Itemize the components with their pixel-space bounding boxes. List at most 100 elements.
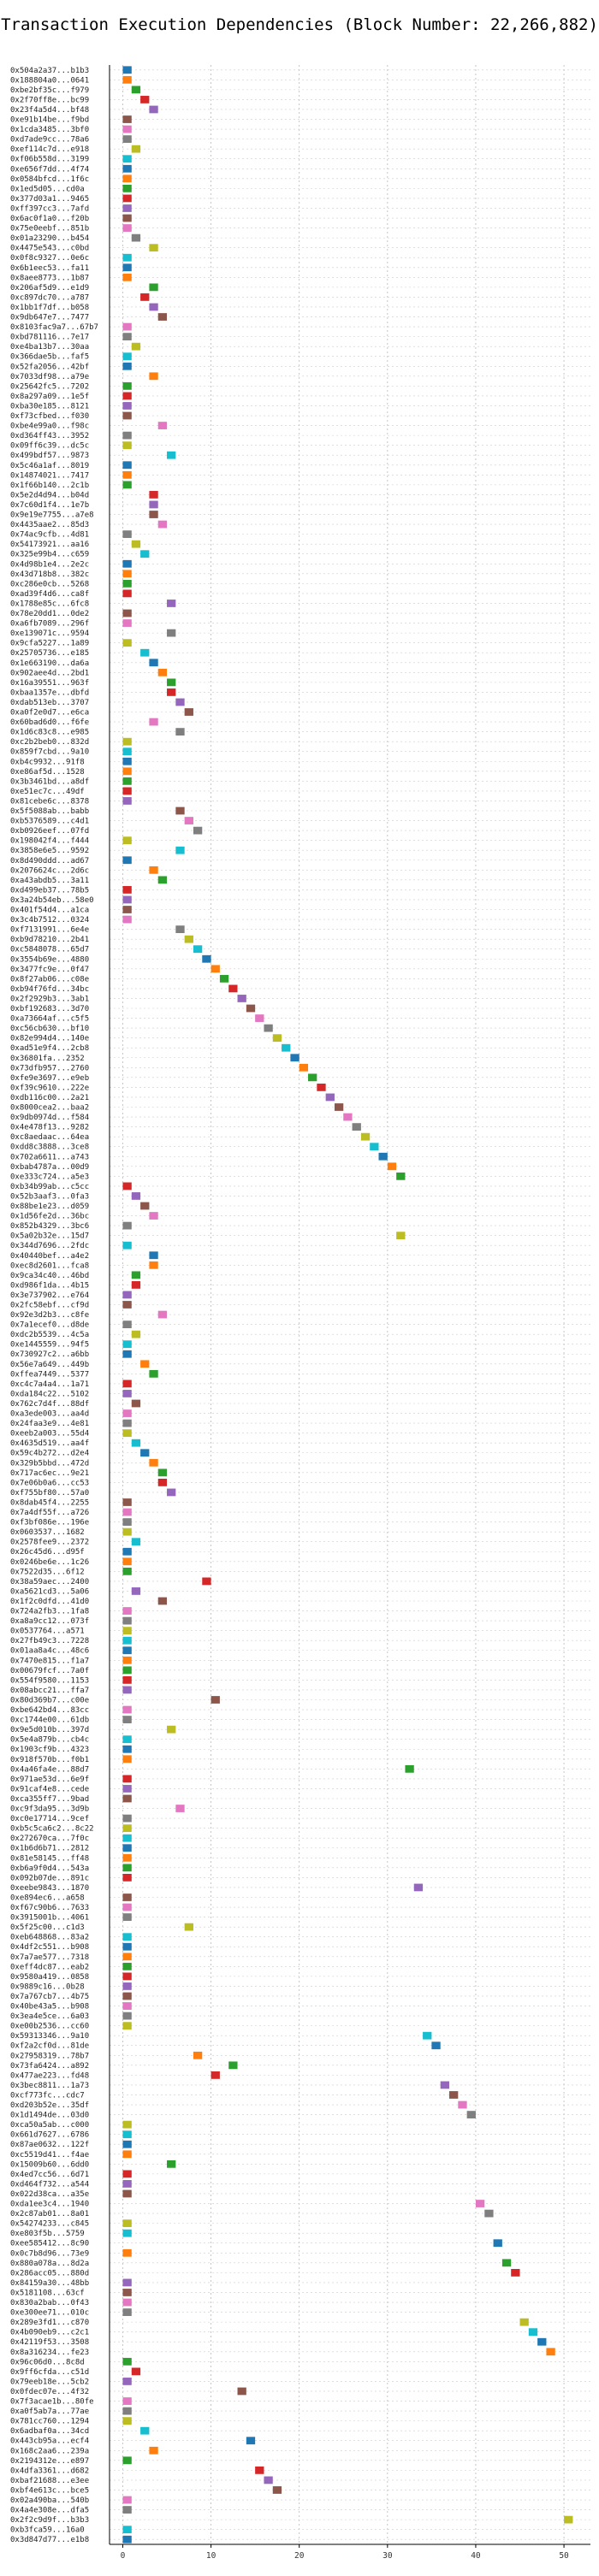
tx-bar [122, 1301, 132, 1309]
tx-label: 0x59c4b272...d2e4 [10, 1450, 89, 1458]
tx-label: 0x7e06b0a6...cc53 [10, 1479, 89, 1487]
tx-bar [122, 1676, 132, 1684]
tx-label: 0xad51e9f4...2cb8 [10, 1044, 89, 1053]
tx-label: 0xfe9e3697...e9eb [10, 1074, 89, 1083]
tx-bar [131, 1587, 141, 1595]
tx-label: 0xa8a9cc12...073f [10, 1617, 89, 1626]
tx-bar [122, 1656, 132, 1664]
tx-label: 0xd464f732...a544 [10, 2180, 89, 2189]
tx-label: 0xb34b99ab...c5cc [10, 1183, 89, 1191]
tx-bar [122, 1627, 132, 1635]
tx-bar [484, 2209, 494, 2218]
tx-label: 0x2194312e...e897 [10, 2457, 89, 2466]
tx-label: 0x198042f4...f444 [10, 837, 89, 846]
tx-bar [122, 164, 132, 173]
tx-label: 0x1e663190...da6a [10, 659, 89, 668]
tx-bar [167, 1488, 176, 1497]
tx-bar [564, 2515, 573, 2524]
tx-label: 0x2076624c...2d6c [10, 866, 89, 875]
tx-label: 0x8f27ab06...c08e [10, 975, 89, 984]
tx-label: 0x1d1494de...03d0 [10, 2112, 89, 2120]
tx-label: 0xc5519d41...f4ae [10, 2151, 89, 2159]
tx-bar [122, 639, 132, 647]
tx-bar [122, 1636, 132, 1645]
tx-bar [167, 2159, 176, 2168]
tx-label: 0xda1ee3c4...1940 [10, 2201, 89, 2209]
tx-label: 0xf7131991...6e4e [10, 926, 89, 935]
tx-label: 0x81cebe6c...8378 [10, 797, 89, 806]
tx-label: 0x022d38ca...a35e [10, 2190, 89, 2199]
x-tick-label: 40 [471, 2551, 481, 2561]
tx-label: 0xb9d78210...2b41 [10, 936, 89, 944]
tx-label: 0x26c45d6...d95f [10, 1548, 85, 1557]
tx-bar [211, 2071, 220, 2079]
tx-bar [122, 2278, 132, 2287]
tx-label: 0x40440bef...a4e2 [10, 1252, 89, 1261]
tx-bar [122, 2248, 132, 2257]
tx-bar [149, 1458, 158, 1467]
tx-bar [149, 491, 158, 499]
tx-label: 0x08abcc21...ffa7 [10, 1687, 89, 1695]
tx-label: 0xca355ff7...9bad [10, 1795, 89, 1804]
tx-label: 0x0c7b8d96...73e9 [10, 2249, 89, 2258]
tx-bar [122, 333, 132, 341]
tx-bar [211, 965, 220, 973]
tx-bar [122, 559, 132, 568]
tx-bar [370, 1143, 379, 1151]
tx-label: 0x4df2c551...b908 [10, 1943, 89, 1952]
tx-bar [122, 737, 132, 746]
tx-label: 0xbe2bf35c...f979 [10, 86, 89, 95]
tx-label: 0x1788e85c...6fc8 [10, 600, 89, 608]
tx-label: 0xe86af5d...1528 [10, 768, 85, 777]
tx-label: 0x554f9580...1153 [10, 1676, 89, 1685]
tx-label: 0x7470e815...f1a7 [10, 1657, 89, 1665]
tx-label: 0x377d03a1...9465 [10, 195, 89, 204]
tx-bar [122, 1666, 132, 1675]
tx-label: 0x9cfa5227...1a89 [10, 640, 89, 648]
tx-label: 0x9db647e7...7477 [10, 314, 89, 322]
tx-bar [396, 1232, 406, 1240]
tx-label: 0xffea7449...5377 [10, 1370, 89, 1379]
tx-label: 0x8d490ddd...ad67 [10, 857, 89, 866]
tx-bar [167, 688, 176, 696]
tx-bar [122, 1607, 132, 1615]
tx-bar [175, 1805, 185, 1812]
tx-bar [122, 1547, 132, 1556]
tx-bar [122, 155, 132, 163]
tx-label: 0x0603537...1682 [10, 1528, 85, 1537]
tx-label: 0x4dfa3361...d682 [10, 2467, 89, 2475]
tx-label: 0x9889c16...0b28 [10, 1982, 85, 1991]
tx-bar [466, 2111, 476, 2118]
tx-bar [122, 2535, 132, 2544]
tx-label: 0xa5621cd3...5a06 [10, 1587, 89, 1596]
tx-bar [131, 233, 141, 242]
x-tick-label: 0 [121, 2551, 126, 2561]
tx-bar [122, 1705, 132, 1714]
tx-bar [167, 629, 176, 637]
tx-label: 0x1cda3485...3bf0 [10, 126, 89, 134]
tx-bar [122, 2180, 132, 2188]
tx-bar [122, 1824, 132, 1833]
tx-label: 0x2f70ff8e...bc99 [10, 96, 89, 104]
tx-label: 0xa6fb7089...296f [10, 620, 89, 629]
tx-label: 0xc1744e00...61db [10, 1716, 89, 1725]
tx-label: 0x3ea4e5ce...6a03 [10, 2012, 89, 2021]
tx-bar [122, 2170, 132, 2178]
tx-bar [387, 1162, 397, 1171]
tx-bar [122, 135, 132, 144]
tx-label: 0xbd781116...7e17 [10, 334, 89, 342]
tx-label: 0x02a490ba...540b [10, 2496, 89, 2505]
tx-label: 0x3c4b7512...0324 [10, 916, 89, 925]
tx-label: 0x902aee4d...2bd1 [10, 669, 89, 677]
tx-label: 0x82e994d4...140e [10, 1035, 89, 1043]
tx-bar [360, 1132, 371, 1141]
tx-bar [255, 1014, 264, 1022]
tx-bar [343, 1113, 353, 1121]
tx-bar [122, 2140, 132, 2148]
tx-label: 0x5c46a1af...8019 [10, 462, 89, 470]
tx-label: 0x09ff6c39...dc5c [10, 442, 89, 451]
tx-label: 0x0f8c9327...0e6c [10, 254, 89, 263]
tx-label: 0x3915001b...4061 [10, 1914, 89, 1923]
tx-label: 0x325e99b4...c659 [10, 551, 89, 559]
